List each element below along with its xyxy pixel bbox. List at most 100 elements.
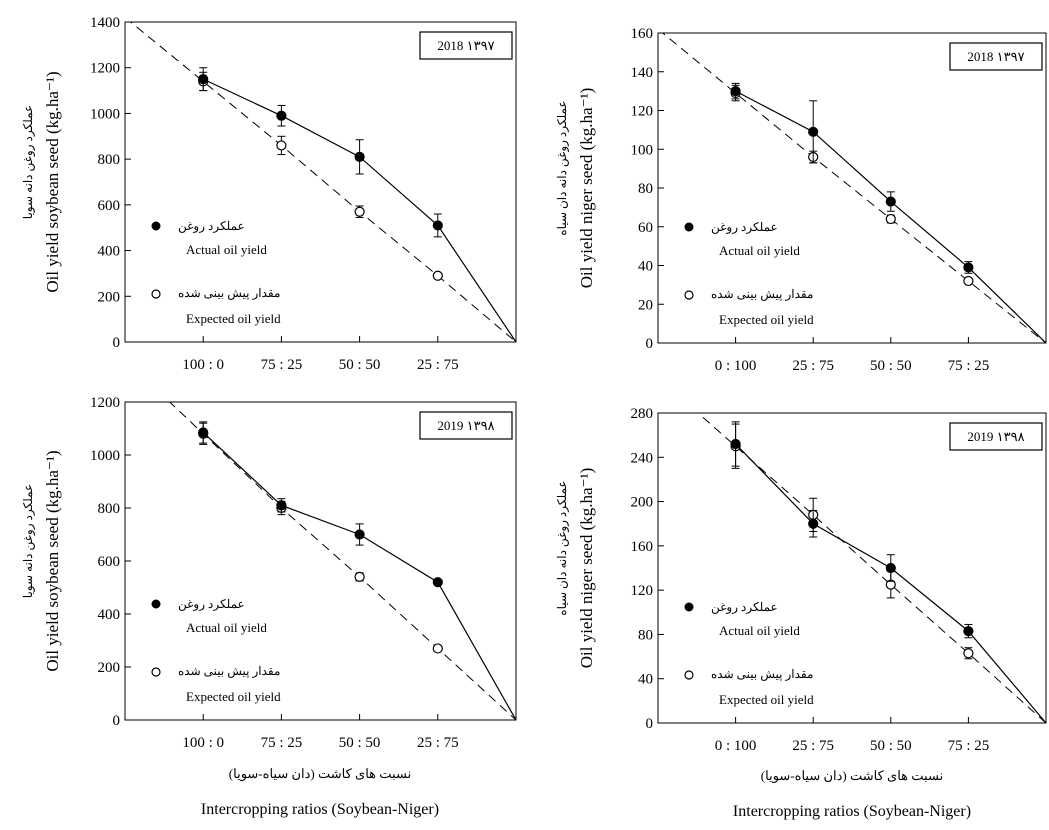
chart-panel-bottom-right: 0 40 80 120 160 200 240 280 0 : 100 25 : 75 50 : 5… xyxy=(555,406,1047,754)
year-label-box xyxy=(419,411,513,440)
data-point-actual xyxy=(276,110,287,121)
data-point-expected xyxy=(963,648,974,659)
y-tick-label: 200 xyxy=(98,660,121,676)
y-axis-title-fa: عملکرد روغن دانه دان سیاه xyxy=(555,100,569,235)
y-tick-label: 160 xyxy=(631,539,654,555)
x-tick-label: 75 : 25 xyxy=(948,738,990,754)
series-line-expected xyxy=(697,413,1046,723)
y-tick-label: 200 xyxy=(631,495,654,511)
y-tick-label: 0 xyxy=(646,716,654,732)
data-point-actual xyxy=(885,196,896,207)
year-label-box xyxy=(419,31,513,60)
chart-panel-bottom-left: 0 200 400 600 800 1000 1200 100 : 0 75 : 25 50 : … xyxy=(21,395,517,751)
data-point-actual xyxy=(730,438,741,450)
legend-label-actual: Actual oil yield xyxy=(186,620,267,635)
y-tick-label: 40 xyxy=(638,259,653,275)
series-line-expected xyxy=(129,22,516,342)
y-tick-label: 160 xyxy=(631,26,654,42)
y-tick-label: 600 xyxy=(98,198,121,214)
year-label-box xyxy=(949,42,1043,71)
legend-label-expected: Expected oil yield xyxy=(719,312,814,327)
data-point-expected xyxy=(354,571,365,583)
y-tick-label: 280 xyxy=(631,406,654,422)
year-label: 2019 ۱۳۹۸ xyxy=(437,418,494,433)
y-tick-label: 120 xyxy=(631,583,654,599)
legend-label-expected: Expected oil yield xyxy=(186,311,281,326)
legend-marker-expected xyxy=(151,289,161,299)
y-tick-label: 100 xyxy=(631,142,654,158)
y-tick-label: 1000 xyxy=(90,106,120,122)
x-tick-label: 50 : 50 xyxy=(870,738,912,754)
data-point-actual xyxy=(808,126,819,137)
year-label: 2019 ۱۳۹۸ xyxy=(967,429,1024,444)
data-point-actual xyxy=(354,151,365,162)
y-tick-label: 0 xyxy=(646,336,654,352)
legend-label-actual: Actual oil yield xyxy=(719,623,800,638)
data-point-actual xyxy=(432,577,443,588)
data-point-expected xyxy=(354,206,365,217)
y-axis-title-fa: عملکرد روغن دانه سویا xyxy=(21,484,35,598)
legend-label-expected-fa: مقدار پیش بینی شده xyxy=(178,286,280,300)
legend-marker-actual xyxy=(684,222,694,232)
data-point-actual xyxy=(276,500,287,511)
data-point-expected xyxy=(963,275,974,287)
legend-marker-expected xyxy=(684,670,694,680)
legend-marker-actual xyxy=(684,602,694,612)
y-axis-title: Oil yield niger seed (kg.ha⁻¹) xyxy=(577,88,596,289)
y-tick-label: 140 xyxy=(631,65,654,81)
y-tick-label: 400 xyxy=(98,607,121,623)
data-point-actual xyxy=(963,262,974,273)
legend-label-actual: Actual oil yield xyxy=(186,242,267,257)
x-tick-label: 100 : 0 xyxy=(182,735,224,751)
y-axis-title: Oil yield niger seed (kg.ha⁻¹) xyxy=(577,468,596,669)
x-tick-label: 25 : 75 xyxy=(792,358,834,374)
plot-frame xyxy=(124,21,517,343)
x-tick-label: 75 : 25 xyxy=(261,735,303,751)
y-tick-label: 1400 xyxy=(90,15,120,31)
x-tick-label: 25 : 75 xyxy=(417,735,459,751)
data-point-expected xyxy=(885,213,896,225)
data-point-expected xyxy=(432,643,443,654)
data-point-actual xyxy=(730,86,741,97)
legend-label-expected: Expected oil yield xyxy=(186,689,281,704)
legend-marker-actual xyxy=(151,599,161,609)
legend-label-expected-fa: مقدار پیش بینی شده xyxy=(711,667,813,681)
y-tick-label: 40 xyxy=(638,672,653,688)
y-axis-title-fa: عملکرد روغن دانه دان سیاه xyxy=(555,480,569,615)
y-tick-label: 20 xyxy=(638,297,653,313)
chart-panel-top-left: 0 200 400 600 800 1000 1200 1400 100 : 0 75 : 25 5… xyxy=(21,15,517,373)
series-line-expected xyxy=(168,402,516,720)
data-point-actual xyxy=(808,518,819,529)
legend-label-actual-fa: عملکرد روغن xyxy=(178,219,245,233)
x-axis-caption-fa: نسبت های کاشت (دان سیاه-سویا) xyxy=(761,768,943,784)
y-tick-label: 400 xyxy=(98,244,121,260)
x-tick-label: 25 : 75 xyxy=(417,357,459,373)
y-tick-label: 1200 xyxy=(90,61,120,77)
data-point-actual xyxy=(198,74,209,85)
year-label: 2018 ۱۳۹۷ xyxy=(967,49,1024,64)
legend-marker-expected xyxy=(151,667,161,677)
y-tick-label: 600 xyxy=(98,554,121,570)
x-tick-label: 100 : 0 xyxy=(182,357,224,373)
legend-label-actual-fa: عملکرد روغن xyxy=(711,220,778,234)
legend-marker-expected xyxy=(684,290,694,300)
x-axis-caption: Intercropping ratios (Soybean-Niger) xyxy=(733,803,971,820)
y-tick-label: 240 xyxy=(631,450,654,466)
y-tick-label: 0 xyxy=(113,335,121,351)
y-tick-label: 0 xyxy=(113,713,121,729)
series-line-expected xyxy=(661,33,1046,343)
data-point-expected xyxy=(276,140,287,151)
x-axis-caption: Intercropping ratios (Soybean-Niger) xyxy=(201,801,439,818)
year-label-box xyxy=(949,422,1043,451)
x-tick-label: 50 : 50 xyxy=(339,735,381,751)
data-point-actual xyxy=(198,427,209,438)
y-tick-label: 200 xyxy=(98,289,121,305)
chart-panel-top-right: 0 20 40 60 80 100 120 140 160 0 : 100 25 : 75 50 : … xyxy=(555,26,1047,374)
data-point-expected xyxy=(432,270,443,281)
y-tick-label: 120 xyxy=(631,104,654,120)
data-point-actual xyxy=(354,529,365,540)
year-label: 2018 ۱۳۹۷ xyxy=(437,38,494,53)
y-axis-title-fa: عملکرد روغن دانه سویا xyxy=(21,105,35,219)
